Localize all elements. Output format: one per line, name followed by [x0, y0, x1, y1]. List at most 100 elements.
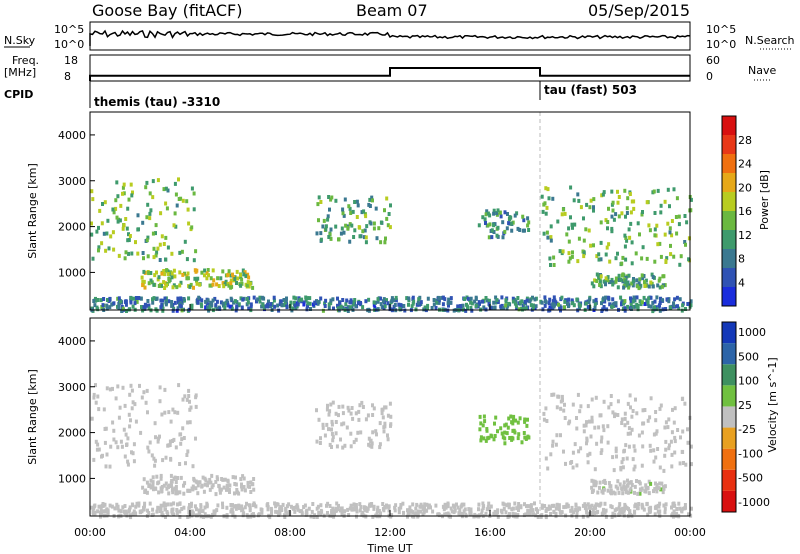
scatter-cell — [584, 423, 588, 428]
scatter-cell — [423, 305, 427, 310]
scatter-cell — [486, 223, 490, 228]
scatter-cell — [469, 510, 473, 515]
scatter-cell — [463, 507, 467, 512]
scatter-cell — [604, 218, 608, 223]
scatter-cell — [229, 509, 233, 514]
scatter-cell — [266, 502, 270, 507]
scatter-cell — [114, 198, 118, 203]
scatter-cell — [318, 441, 322, 445]
scatter-cell — [578, 303, 582, 308]
scatter-cell — [617, 273, 621, 278]
scatter-cell — [120, 308, 124, 313]
scatter-cell — [579, 404, 583, 409]
scatter-cell — [673, 435, 677, 440]
scatter-cell — [445, 512, 449, 517]
scatter-cell — [629, 307, 633, 311]
scatter-cell — [129, 296, 133, 301]
scatter-cell — [385, 196, 389, 201]
scatter-cell — [666, 425, 670, 430]
scatter-cell — [163, 281, 167, 286]
scatter-cell — [336, 303, 339, 308]
scatter-cell — [128, 424, 132, 429]
scatter-cell — [231, 511, 235, 516]
scatter-cell — [316, 504, 320, 509]
scatter-cell — [604, 508, 608, 513]
scatter-cell — [594, 483, 598, 488]
scatter-cell — [670, 219, 674, 223]
ytick-label: 2000 — [58, 427, 86, 440]
scatter-cell — [161, 298, 164, 303]
scatter-cell — [382, 297, 386, 302]
scatter-cell — [188, 399, 191, 404]
scatter-cell — [106, 218, 110, 223]
scatter-cell — [108, 305, 112, 310]
scatter-cell — [673, 297, 677, 302]
scatter-cell — [637, 281, 641, 286]
scatter-cell — [183, 239, 187, 244]
scatter-cell — [521, 214, 525, 219]
scatter-cell — [126, 436, 130, 441]
colorbar-swatch — [722, 192, 736, 211]
scatter-cell — [543, 299, 547, 304]
scatter-cell — [620, 261, 624, 266]
scatter-cell — [341, 411, 345, 416]
scatter-cell — [623, 233, 627, 238]
scatter-cell — [405, 296, 409, 301]
scatter-cell — [522, 218, 526, 223]
scatter-cell — [202, 489, 206, 494]
ytick-label: 2000 — [58, 221, 86, 234]
scatter-cell — [690, 506, 693, 511]
scatter-cell — [503, 423, 507, 428]
scatter-cell — [233, 491, 236, 496]
scatter-cell — [363, 228, 367, 233]
scatter-cell — [629, 210, 633, 215]
scatter-cell — [636, 307, 640, 312]
scatter-cell — [490, 235, 494, 240]
scatter-cell — [419, 504, 423, 509]
scatter-cell — [507, 505, 511, 510]
scatter-cell — [385, 503, 388, 508]
scatter-cell — [576, 392, 580, 397]
scatter-cell — [413, 512, 417, 517]
scatter-cell — [630, 281, 634, 286]
scatter-cell — [629, 221, 633, 226]
scatter-cell — [585, 438, 589, 443]
scatter-cell — [278, 302, 282, 307]
scatter-cell — [199, 302, 203, 307]
scatter-cell — [329, 227, 333, 232]
scatter-cell — [604, 276, 608, 281]
scatter-cell — [211, 298, 215, 303]
scatter-cell — [327, 412, 331, 417]
scatter-cell — [616, 285, 620, 290]
scatter-cell — [514, 418, 518, 423]
scatter-cell — [381, 299, 385, 304]
scatter-cell — [240, 487, 244, 492]
scatter-cell — [95, 447, 99, 452]
scatter-cell — [167, 279, 171, 284]
scatter-cell — [611, 297, 615, 302]
scatter-cell — [317, 195, 321, 200]
scatter-cell — [176, 306, 180, 311]
scatter-cell — [329, 402, 333, 407]
scatter-cell — [131, 451, 135, 456]
scatter-cell — [361, 405, 365, 409]
scatter-cell — [515, 506, 519, 511]
scatter-cell — [578, 409, 582, 414]
scatter-cell — [551, 439, 555, 444]
scatter-cell — [516, 420, 520, 425]
scatter-cell — [170, 478, 174, 483]
scatter-cell — [112, 247, 116, 252]
scatter-cell — [116, 384, 120, 389]
scatter-cell — [513, 301, 517, 306]
scatter-cell — [304, 295, 308, 300]
scatter-cell — [658, 465, 662, 470]
scatter-cell — [93, 303, 97, 308]
scatter-cell — [602, 487, 606, 492]
scatter-cell — [171, 308, 175, 313]
scatter-cell — [347, 513, 351, 517]
scatter-cell — [252, 477, 256, 481]
scatter-cell — [500, 509, 504, 514]
scatter-cell — [654, 410, 658, 414]
scatter-cell — [528, 508, 532, 513]
scatter-cell — [170, 303, 174, 308]
